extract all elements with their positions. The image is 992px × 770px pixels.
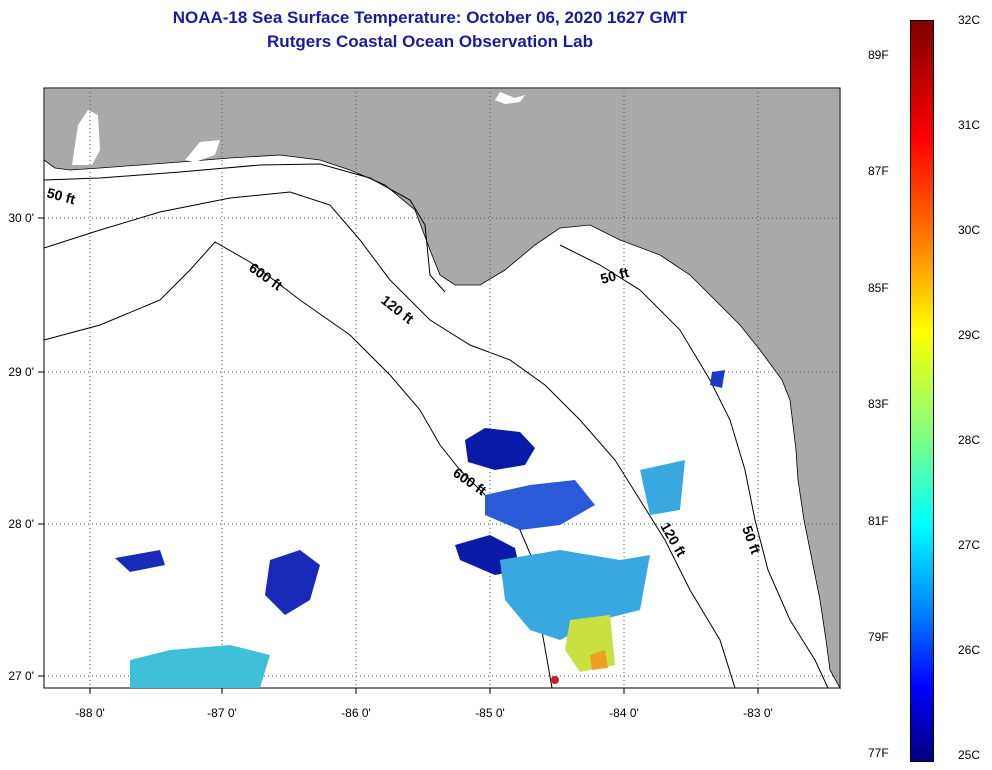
bay-region (495, 92, 525, 104)
sst-data (115, 370, 725, 688)
sst-patch-mid (130, 645, 270, 688)
sst-patch-hot (551, 676, 559, 684)
contour-label: 50 ft (45, 184, 77, 207)
colorbar-f-label: 85F (868, 281, 889, 295)
lon-label: -84 0' (609, 706, 639, 720)
bay-region (72, 110, 100, 165)
lat-label: 27 0' (8, 669, 34, 683)
colorbar-f-label: 83F (868, 397, 889, 411)
map-title: NOAA-18 Sea Surface Temperature: October… (172, 8, 688, 27)
colorbar-f-label: 87F (868, 164, 889, 178)
colorbar-f-label: 89F (868, 48, 889, 62)
sst-patch-cold (115, 550, 165, 572)
bay-region (185, 140, 220, 162)
color-bar (910, 20, 934, 762)
colorbar-c-label: 27C (958, 538, 981, 552)
lat-label: 30 0' (8, 211, 34, 225)
lon-label: -87 0' (207, 706, 237, 720)
sst-patch-mid (485, 480, 595, 530)
colorbar-c-label: 26C (958, 643, 981, 657)
contour-label: 50 ft (599, 264, 631, 287)
colorbar-c-label: 32C (958, 13, 981, 27)
sst-patch-mid (640, 460, 685, 515)
contour-50ft-west (43, 163, 446, 293)
colorbar-f-label: 79F (868, 630, 889, 644)
lon-label: -85 0' (475, 706, 505, 720)
sst-patch-warm (590, 650, 608, 670)
colorbar-c-label: 29C (958, 328, 981, 342)
sst-patch-cold (265, 550, 320, 615)
sst-patch-cold (465, 428, 535, 470)
contour-50ft-east (559, 244, 829, 689)
map-subtitle: Rutgers Coastal Ocean Observation Lab (267, 32, 593, 51)
colorbar-f-label: 81F (868, 514, 889, 528)
colorbar-c-label: 30C (958, 223, 981, 237)
colorbar-c-label: 25C (958, 748, 981, 762)
lon-label: -83 0' (743, 706, 773, 720)
lon-label: -88 0' (75, 706, 105, 720)
colorbar-f-label: 77F (868, 746, 889, 760)
colorbar-c-label: 31C (958, 118, 981, 132)
colorbar-c-label: 28C (958, 433, 981, 447)
ticks (38, 217, 759, 694)
lat-label: 28 0' (8, 517, 34, 531)
sst-patch-cold (710, 370, 725, 388)
lon-label: -86 0' (341, 706, 371, 720)
lat-label: 29 0' (8, 365, 34, 379)
contour-120ft (43, 191, 736, 689)
sst-patch-mid (500, 550, 650, 640)
